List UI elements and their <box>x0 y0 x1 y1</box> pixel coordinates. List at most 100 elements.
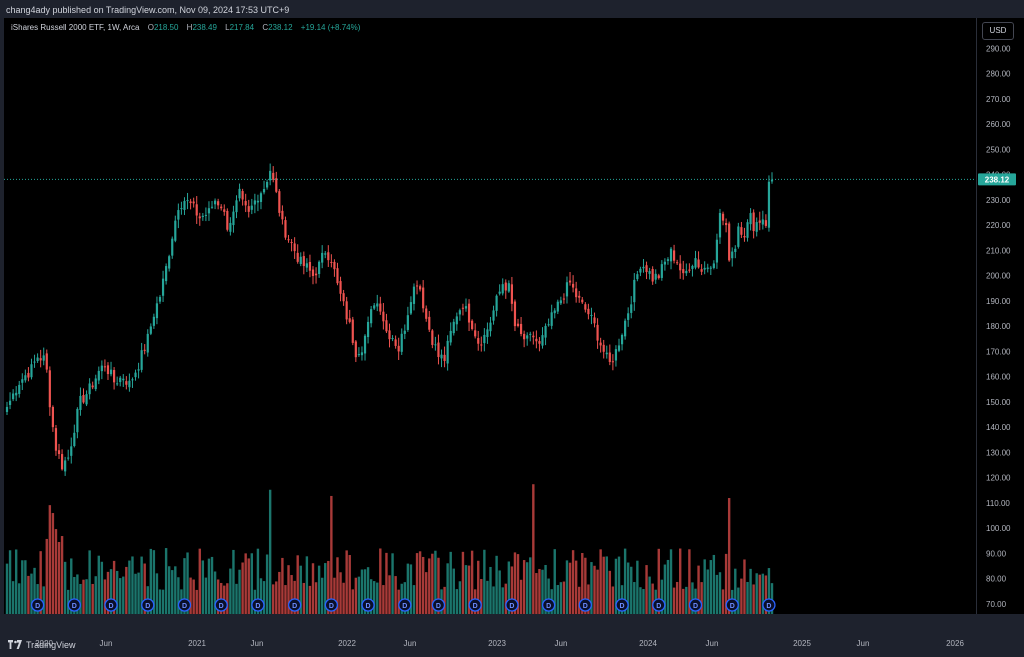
time-axis-bar[interactable]: 2020 Jun 2021 Jun 2022 Jun 2023 Jun 2024 Jun 2025 J… <box>0 634 1024 657</box>
dividend-marker[interactable]: D <box>468 598 482 612</box>
dividend-marker[interactable]: D <box>361 598 375 612</box>
dividend-marker[interactable]: D <box>251 598 265 612</box>
y-tick-label: 130.00 <box>986 448 1011 457</box>
candle-body <box>495 295 498 311</box>
candle-body <box>180 208 183 210</box>
volume-bar <box>669 549 673 614</box>
volume-bar <box>317 565 321 614</box>
low-label: L <box>225 23 230 32</box>
volume-bar <box>360 569 364 614</box>
dividend-marker[interactable]: D <box>578 598 592 612</box>
dividend-marker[interactable]: D <box>398 598 412 612</box>
y-tick-label: 290.00 <box>986 44 1011 53</box>
volume-bar <box>562 581 566 614</box>
candle-body <box>740 227 743 235</box>
dividend-marker[interactable]: D <box>762 598 776 612</box>
candle-body <box>679 263 682 271</box>
volume-bar <box>73 576 76 614</box>
candle-body <box>18 384 21 394</box>
volume-bar <box>636 560 639 614</box>
volume-bar <box>45 538 48 614</box>
candle-body <box>565 282 569 297</box>
candle-body <box>541 335 544 346</box>
volume-bar <box>486 580 489 614</box>
tradingview-logo[interactable]: TradingView <box>8 640 76 650</box>
volume-bar <box>492 586 495 614</box>
dividend-marker[interactable]: D <box>652 598 666 612</box>
volume-bar <box>590 562 593 614</box>
svg-text:D: D <box>145 603 150 610</box>
svg-text:D: D <box>402 603 407 610</box>
volume-bar <box>262 581 266 614</box>
volume-bar <box>195 589 198 614</box>
dividend-marker[interactable]: D <box>431 598 446 612</box>
volume-bar <box>752 584 755 614</box>
volume-bar <box>284 585 287 614</box>
candle-body <box>262 189 266 193</box>
dividend-marker[interactable]: D <box>541 598 556 612</box>
dividend-marker[interactable]: D <box>177 598 192 612</box>
volume-bar <box>608 570 612 614</box>
y-tick-label: 270.00 <box>986 95 1011 104</box>
dividend-marker[interactable]: D <box>104 598 118 612</box>
candle-body <box>158 297 162 302</box>
candle-body <box>220 206 223 209</box>
volume-bar <box>238 569 241 614</box>
dividend-marker[interactable]: D <box>214 598 228 612</box>
volume-bar <box>186 552 189 614</box>
volume-bar <box>489 566 492 614</box>
currency-button[interactable]: USD <box>982 22 1014 40</box>
last-price-label: 238.12 <box>985 175 1010 184</box>
volume-bar <box>685 586 688 614</box>
volume-bar <box>198 548 201 614</box>
volume-bar <box>596 569 599 614</box>
volume-bar <box>418 551 422 614</box>
dividend-marker[interactable]: D <box>505 598 519 612</box>
candle-body <box>715 239 719 263</box>
volume-bar <box>709 560 712 614</box>
candle-body <box>648 271 651 274</box>
volume-bar <box>758 574 761 614</box>
candle-body <box>538 341 541 344</box>
x-tick-label: 2023 <box>488 639 506 648</box>
volume-bar <box>97 555 100 614</box>
dividend-marker[interactable]: D <box>615 598 629 612</box>
volume-bar <box>85 579 88 614</box>
candle-body <box>572 283 575 288</box>
volume-bar <box>320 577 324 614</box>
volume-bar <box>192 579 195 614</box>
candle-body <box>743 236 746 238</box>
candle-body <box>471 320 474 330</box>
dividend-marker[interactable]: D <box>688 598 703 612</box>
y-tick-label: 160.00 <box>986 373 1011 382</box>
candle-body <box>272 172 275 180</box>
candle-body <box>192 201 195 204</box>
price-axis[interactable]: 290.00280.00270.00260.00250.00240.00230.… <box>976 18 1024 614</box>
volume-bar <box>382 585 385 614</box>
candle-body <box>213 200 217 205</box>
dividend-marker[interactable]: D <box>287 598 302 612</box>
candle-body <box>486 329 489 338</box>
volume-bar <box>357 576 361 614</box>
candle-body <box>519 323 523 334</box>
volume-bar <box>247 558 250 614</box>
dividend-marker[interactable]: D <box>30 598 45 612</box>
candle-body <box>608 352 611 362</box>
dividend-marker[interactable]: D <box>141 598 155 612</box>
candle-body <box>602 344 605 352</box>
dividend-marker[interactable]: D <box>324 598 339 612</box>
volume-bar <box>755 573 758 614</box>
dividend-marker[interactable]: D <box>725 598 739 612</box>
volume-bar <box>507 561 511 614</box>
candle-body <box>694 258 697 268</box>
x-tick-label: 2026 <box>946 639 964 648</box>
volume-bar <box>333 577 336 614</box>
volume-bar <box>697 565 700 614</box>
x-tick-label: Jun <box>555 639 568 648</box>
volume-bar <box>327 560 330 614</box>
dividend-marker[interactable]: D <box>67 598 81 612</box>
candle-body <box>556 301 559 312</box>
volume-bar <box>663 564 667 614</box>
